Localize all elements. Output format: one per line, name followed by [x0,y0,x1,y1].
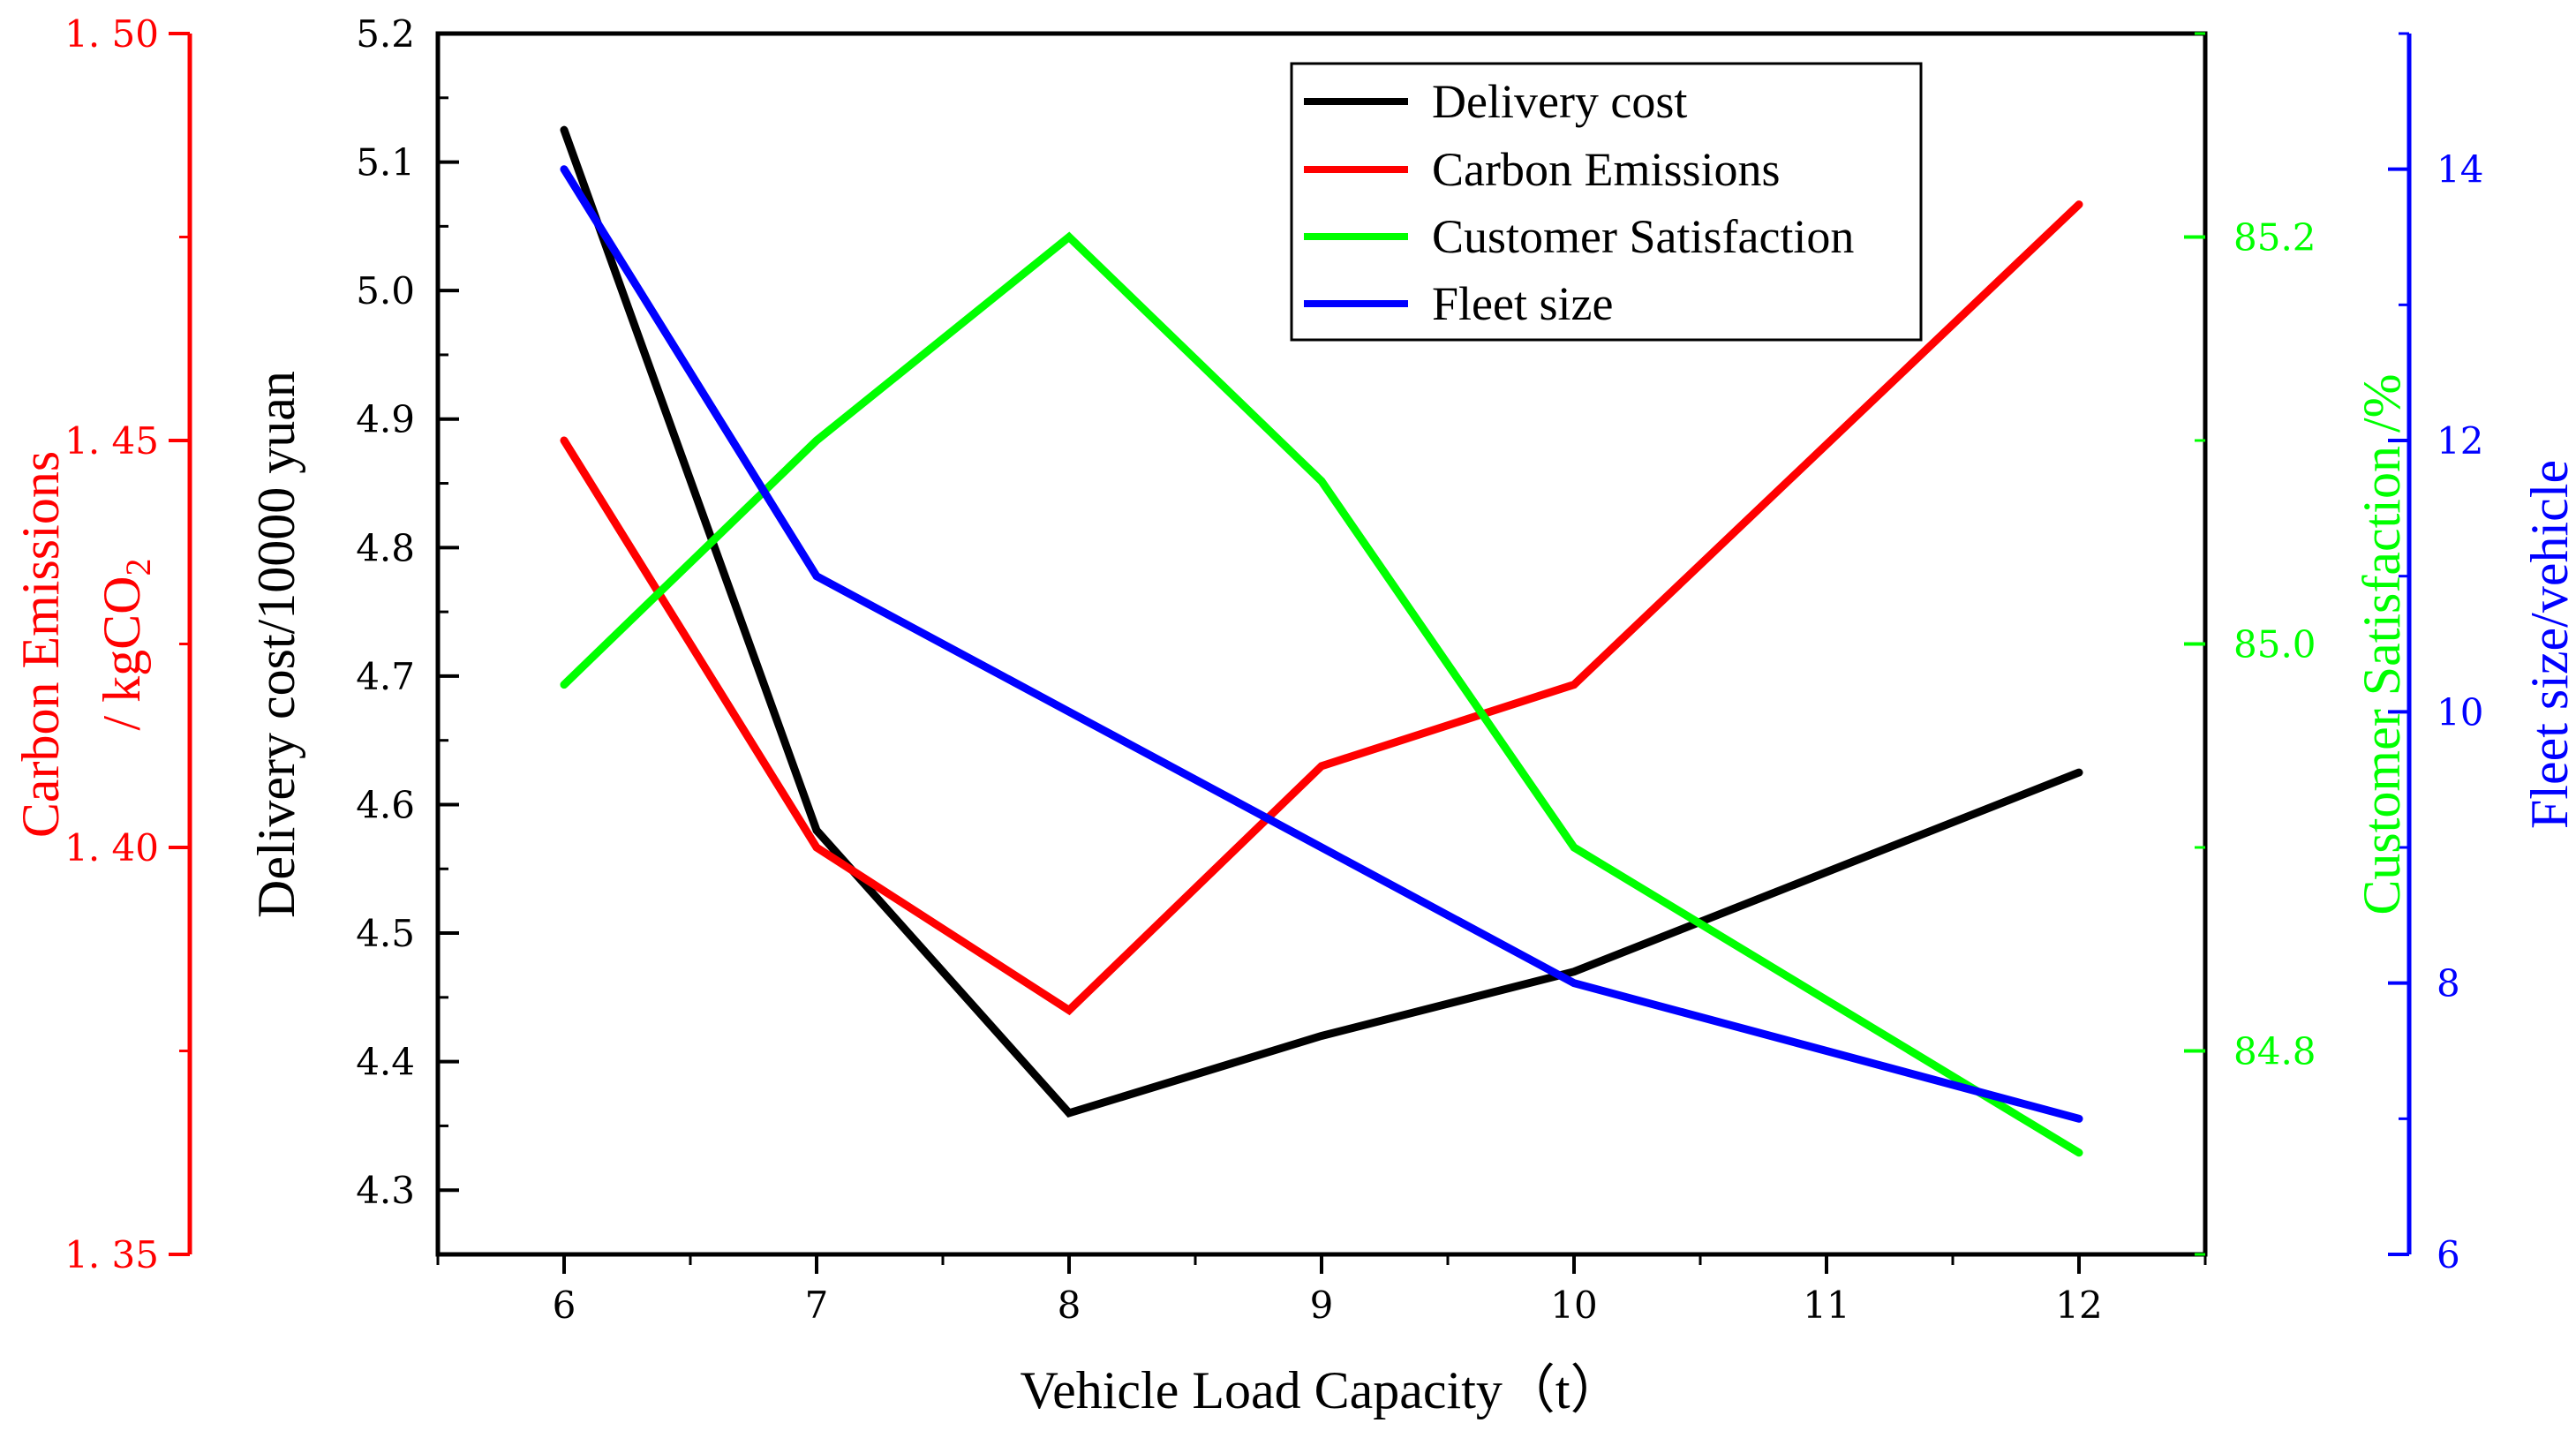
series-line-delivery-cost [560,125,2083,1118]
legend-label-carbon-emissions: Carbon Emissions [1432,143,1781,196]
cost-tick-label: 4.7 [356,655,415,698]
x-tick-label: 7 [805,1284,829,1327]
series-line-customer-satisfaction [560,231,2083,1157]
legend: Delivery cost Carbon Emissions Customer … [1290,62,1923,342]
series-layer [560,125,2083,1157]
x-tick-label: 6 [553,1284,576,1327]
series-line-fleet-size [560,165,2083,1123]
fleet-tick-label: 8 [2437,962,2460,1005]
fleet-tick-label: 6 [2437,1233,2460,1276]
legend-label-delivery-cost: Delivery cost [1432,75,1687,128]
legend-label-fleet-size: Fleet size [1432,277,1613,330]
cost-tick-label: 4.8 [356,526,415,569]
cost-tick-label: 4.5 [356,912,415,955]
cost-tick-label: 4.9 [356,398,415,441]
x-tick-label: 11 [1803,1284,1849,1327]
series-line-carbon-emissions [560,200,2083,1016]
cost-axis-title: Delivery cost/10000 yuan [247,371,305,918]
carbon-tick-label: 1. 35 [64,1233,159,1276]
carbon-axis-unit-text: / kgCO [93,576,151,730]
carbon-axis-title: Carbon Emissions [11,451,70,838]
ticks-layer: 6 7 8 9 10 11 12 4.3 4.4 4.5 4.6 4.7 4.8 4.9 5.0 5.1 5.2… [64,12,2483,1327]
x-tick-label: 8 [1058,1284,1081,1327]
carbon-tick-label: 1. 50 [64,12,159,56]
cost-tick-label: 4.4 [356,1041,415,1084]
x-tick-label: 9 [1310,1284,1334,1327]
satisfaction-axis-title: Customer Satisfaction /% [2353,373,2411,915]
x-tick-label: 12 [2055,1284,2102,1327]
fleet-tick-label: 14 [2437,148,2483,192]
carbon-axis-unit-subscript: 2 [118,558,158,576]
x-axis-title: Vehicle Load Capacity（t） [1020,1361,1623,1419]
legend-box [1290,62,1923,342]
fleet-axis-title: Fleet size/vehicle [2520,460,2576,829]
carbon-axis-unit: / kgCO2 [93,558,158,730]
carbon-tick-label: 1. 45 [64,419,159,463]
cost-tick-label: 4.6 [356,783,415,826]
satisfaction-tick-label: 84.8 [2233,1030,2316,1073]
carbon-tick-label: 1. 40 [64,826,159,870]
cost-tick-label: 5.2 [356,12,415,56]
fleet-tick-label: 12 [2437,419,2483,463]
cost-tick-label: 4.3 [356,1169,415,1212]
x-tick-label: 10 [1550,1284,1597,1327]
legend-label-customer-satisfaction: Customer Satisfaction [1432,210,1854,263]
fleet-tick-label: 10 [2437,690,2483,734]
satisfaction-tick-label: 85.0 [2233,623,2316,666]
cost-tick-label: 5.0 [356,269,415,312]
satisfaction-tick-label: 85.2 [2233,216,2316,260]
cost-tick-label: 5.1 [356,141,415,184]
